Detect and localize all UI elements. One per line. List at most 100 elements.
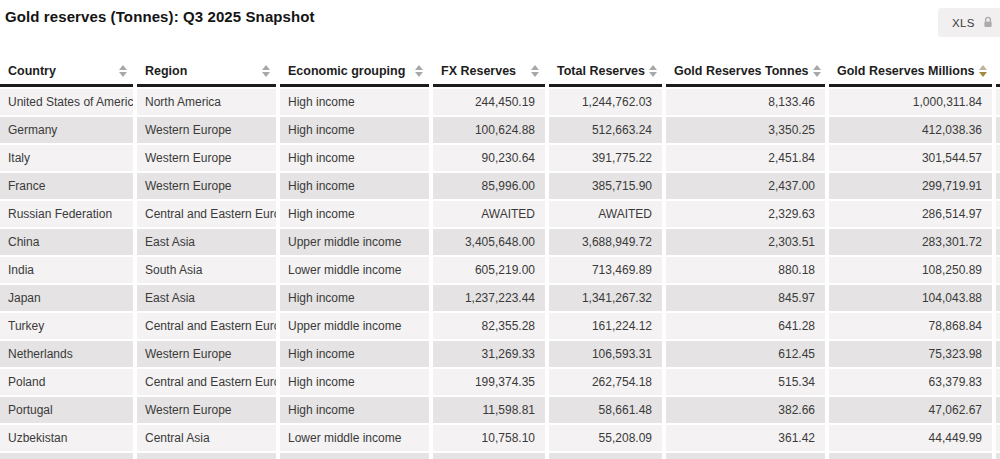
cell: 31,269.33 (433, 341, 545, 367)
cell: 10,758.10 (433, 425, 545, 451)
cell: 80.37 (996, 117, 1000, 143)
sort-arrows-icon (415, 65, 425, 77)
cell: 15.17 (996, 257, 1000, 283)
column-header-region[interactable]: Region (137, 57, 276, 87)
cell: AWAITED (433, 201, 545, 227)
column-header-gold-reserves-millions[interactable]: Gold Reserves Millions (829, 57, 992, 87)
cell (996, 453, 1000, 459)
cell: Central and Eastern Europe (137, 201, 276, 227)
table-row: FranceWestern EuropeHigh income85,996.00… (0, 173, 1000, 199)
cell: 82,355.28 (433, 313, 545, 339)
cell: 3,688,949.72 (549, 229, 662, 255)
column-header-fx-reserves[interactable]: FX Reserves (433, 57, 545, 87)
cell (549, 453, 662, 459)
table-row: PortugalWestern EuropeHigh income11,598.… (0, 397, 1000, 423)
cell: 104,043.88 (829, 285, 992, 311)
cell: 382.66 (666, 397, 825, 423)
table-row: United States of AmericaNorth AmericaHig… (0, 89, 1000, 115)
cell: 63,379.83 (829, 369, 992, 395)
table-header-row: Country Region Economic grouping FX Reserve… (0, 57, 1000, 87)
cell: 108,250.89 (829, 257, 992, 283)
partial-table-row (0, 453, 1000, 459)
cell: 11,598.81 (433, 397, 545, 423)
cell: 80.36 (996, 89, 1000, 115)
cell: 1,237,223.44 (433, 285, 545, 311)
column-header-country[interactable]: Country (0, 57, 133, 87)
cell: Lower middle income (280, 425, 429, 451)
cell: 70.66 (996, 341, 1000, 367)
cell: Western Europe (137, 117, 276, 143)
cell: 880.18 (666, 257, 825, 283)
column-header-economic-grouping[interactable]: Economic grouping (280, 57, 429, 87)
cell: 2,451.84 (666, 145, 825, 171)
cell: High income (280, 285, 429, 311)
cell: Central Asia (137, 425, 276, 451)
gold-reserves-table: Country Region Economic grouping FX Reserve… (0, 55, 1000, 459)
column-header-holdings-[interactable]: Holdings % (996, 57, 1000, 87)
table-row: TurkeyCentral and Eastern EuropeUpper mi… (0, 313, 1000, 339)
cell: 286,514.97 (829, 201, 992, 227)
cell: 2,329.63 (666, 201, 825, 227)
cell: South Asia (137, 257, 276, 283)
cell: 641.28 (666, 313, 825, 339)
cell: 412,038.36 (829, 117, 992, 143)
cell: Portugal (0, 397, 133, 423)
cell: North America (137, 89, 276, 115)
page-title: Gold reserves (Tonnes): Q3 2025 Snapshot (5, 8, 315, 25)
table-row: GermanyWestern EuropeHigh income100,624.… (0, 117, 1000, 143)
cell: AWAITED (996, 201, 1000, 227)
cell (666, 453, 825, 459)
cell: 100,624.88 (433, 117, 545, 143)
sort-arrows-icon (531, 65, 541, 77)
cell: Upper middle income (280, 313, 429, 339)
cell (433, 453, 545, 459)
column-header-label: Country (8, 64, 56, 78)
cell: Lower middle income (280, 257, 429, 283)
cell: 3,350.25 (666, 117, 825, 143)
sort-arrows-icon (813, 65, 823, 77)
column-header-label: Economic grouping (288, 64, 405, 78)
cell: East Asia (137, 229, 276, 255)
table-row: NetherlandsWestern EuropeHigh income31,2… (0, 341, 1000, 367)
sort-arrows-icon (119, 65, 129, 77)
column-header-gold-reserves-tonnes[interactable]: Gold Reserves Tonnes (666, 57, 825, 87)
cell: Western Europe (137, 173, 276, 199)
cell: Western Europe (137, 341, 276, 367)
cell: Germany (0, 117, 133, 143)
cell: High income (280, 341, 429, 367)
cell: 391,775.22 (549, 145, 662, 171)
cell: Central and Eastern Europe (137, 313, 276, 339)
column-header-label: Gold Reserves Millions (837, 64, 975, 78)
cell: 48.92 (996, 313, 1000, 339)
cell: AWAITED (549, 201, 662, 227)
cell: 3,405,648.00 (433, 229, 545, 255)
cell: High income (280, 369, 429, 395)
cell: 47,062.67 (829, 397, 992, 423)
table-row: PolandCentral and Eastern EuropeHigh inc… (0, 369, 1000, 395)
column-header-total-reserves[interactable]: Total Reserves (549, 57, 662, 87)
table-body: United States of AmericaNorth America Hig… (0, 89, 1000, 459)
cell: 24.12 (996, 369, 1000, 395)
cell: 605,219.00 (433, 257, 545, 283)
column-header-label: Total Reserves (557, 64, 645, 78)
cell: 78,868.84 (829, 313, 992, 339)
cell (137, 453, 276, 459)
cell: East Asia (137, 285, 276, 311)
cell: 161,224.12 (549, 313, 662, 339)
cell: 55,208.09 (549, 425, 662, 451)
table-row: ChinaEast AsiaUpper middle income3,405,6… (0, 229, 1000, 255)
sort-arrows-icon (262, 65, 272, 77)
cell: 262,754.18 (549, 369, 662, 395)
cell: Upper middle income (280, 229, 429, 255)
cell: France (0, 173, 133, 199)
cell (829, 453, 992, 459)
cell: Western Europe (137, 397, 276, 423)
cell: United States of America (0, 89, 133, 115)
export-xls-button[interactable]: XLS (938, 8, 1000, 37)
cell: High income (280, 397, 429, 423)
cell: 90,230.64 (433, 145, 545, 171)
cell: Turkey (0, 313, 133, 339)
column-header-label: FX Reserves (441, 64, 516, 78)
cell: 301,544.57 (829, 145, 992, 171)
cell: Central and Eastern Europe (137, 369, 276, 395)
